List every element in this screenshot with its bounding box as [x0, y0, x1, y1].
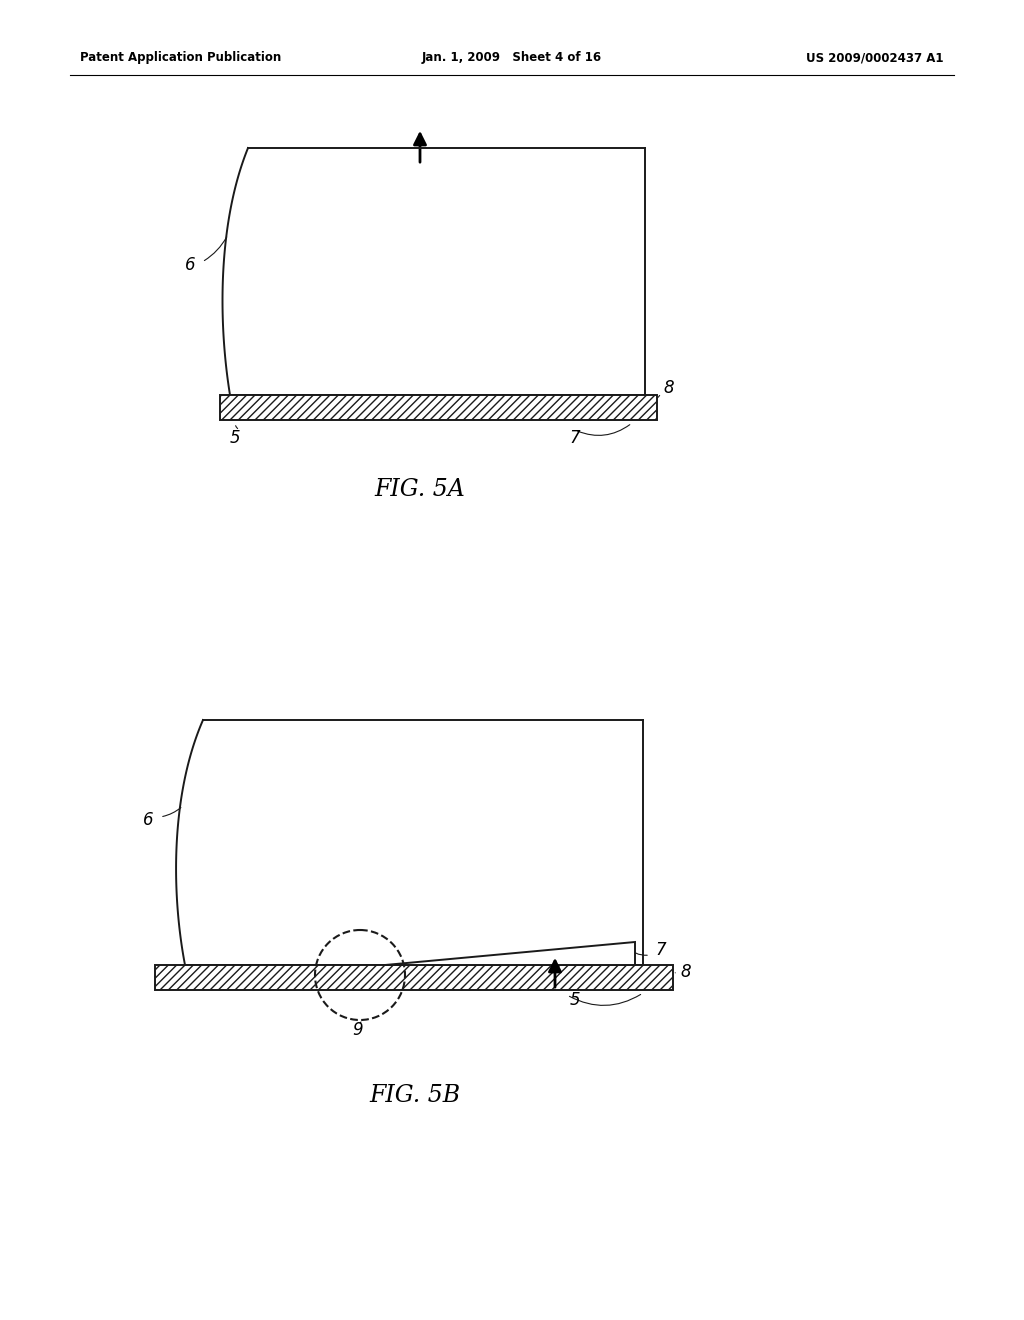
Polygon shape: [385, 942, 635, 965]
Text: 7: 7: [569, 429, 581, 447]
Text: Jan. 1, 2009   Sheet 4 of 16: Jan. 1, 2009 Sheet 4 of 16: [422, 51, 602, 65]
Text: US 2009/0002437 A1: US 2009/0002437 A1: [807, 51, 944, 65]
Text: FIG. 5A: FIG. 5A: [375, 479, 465, 502]
Text: 8: 8: [680, 964, 690, 981]
Text: 6: 6: [142, 810, 154, 829]
Bar: [155, 965, 673, 990]
Text: 7: 7: [655, 941, 666, 960]
Text: 6: 6: [184, 256, 196, 275]
Polygon shape: [230, 148, 645, 395]
Text: 5: 5: [570, 991, 581, 1008]
Text: Patent Application Publication: Patent Application Publication: [80, 51, 282, 65]
Polygon shape: [185, 719, 643, 965]
Text: 9: 9: [352, 1020, 364, 1039]
Text: 8: 8: [663, 379, 674, 397]
Bar: [220, 395, 657, 420]
Text: FIG. 5B: FIG. 5B: [370, 1084, 461, 1106]
Text: 5: 5: [229, 429, 241, 447]
